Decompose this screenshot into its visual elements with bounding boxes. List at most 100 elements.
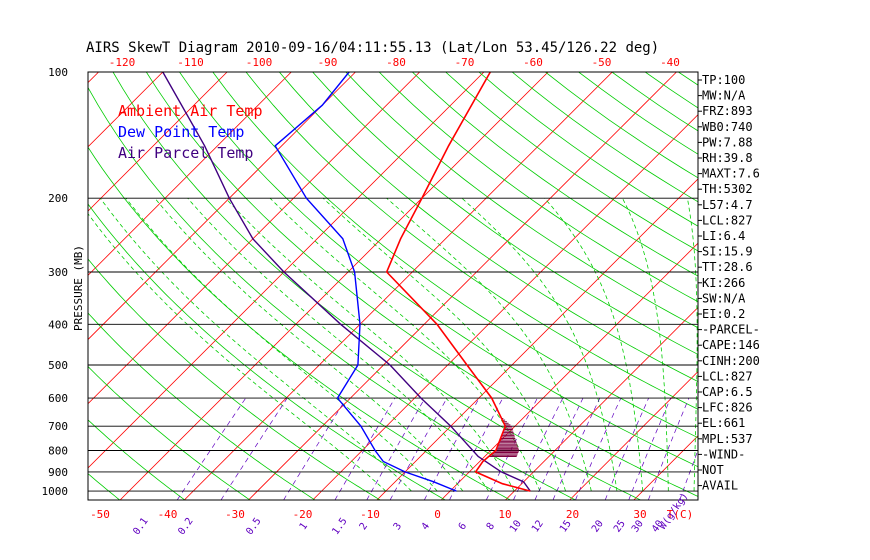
bottom-temp-tick-label: -30 <box>225 508 245 521</box>
x-axis-label: T(C) <box>667 508 694 521</box>
index-label: TP:100 <box>702 73 745 87</box>
top-temp-tick-label: -100 <box>246 56 273 69</box>
moist-adiabat-line <box>687 198 698 492</box>
index-label: L57:4.7 <box>702 198 753 212</box>
profile-lines <box>162 72 531 492</box>
mixing-ratio-label: 2 <box>358 521 370 532</box>
mixing-ratio-label: 0.1 <box>131 516 150 537</box>
pressure-tick-label: 900 <box>48 466 68 479</box>
index-label: -WIND- <box>702 447 745 461</box>
bottom-temp-tick-label: -10 <box>360 508 380 521</box>
index-label: TT:28.6 <box>702 260 753 274</box>
index-label: -PARCEL- <box>702 323 760 337</box>
isotherm-line <box>119 72 549 500</box>
isotherm-line <box>826 72 870 500</box>
isotherm-line <box>505 306 698 500</box>
index-label: LCL:827 <box>702 369 753 383</box>
mixing-ratio-line <box>552 397 601 500</box>
bottom-temp-tick-label: 30 <box>633 508 646 521</box>
mixing-ratio-label: 0.5 <box>244 516 263 537</box>
moist-adiabat-line <box>622 198 669 492</box>
pressure-tick-label: 1000 <box>42 485 69 498</box>
chart-title: AIRS SkewT Diagram 2010-09-16/04:11:55.1… <box>86 40 659 56</box>
mixing-ratio-line <box>334 397 396 500</box>
dry-adiabat-line <box>212 72 698 439</box>
dry-adiabat-line <box>445 72 698 252</box>
index-label: SI:15.9 <box>702 245 753 259</box>
bottom-temp-tick-label: 0 <box>434 508 441 521</box>
dry-adiabat-line <box>88 146 511 500</box>
pressure-tick-label: 300 <box>48 266 68 279</box>
isotherm-line <box>440 242 698 500</box>
isotherm-line <box>184 72 613 500</box>
isotherm-line <box>569 371 698 500</box>
mixing-ratio-line <box>283 397 347 500</box>
index-label: SW:N/A <box>702 291 746 305</box>
mixing-ratio-label: 4 <box>420 521 432 532</box>
mixing-ratio-line <box>647 397 690 500</box>
parcel-temp-line <box>162 72 531 492</box>
index-label: MPL:537 <box>702 432 753 446</box>
moist-adiabat-line <box>322 197 566 492</box>
dewpoint-temp-line <box>274 72 457 492</box>
isotherm-line <box>88 72 228 212</box>
index-label: NOT <box>702 463 724 477</box>
dry-adiabat-line <box>644 72 698 109</box>
index-label: AVAIL <box>702 479 738 493</box>
mixing-ratio-line <box>679 449 698 500</box>
bottom-temp-tick-label: -50 <box>90 508 110 521</box>
mixing-ratio-label: 8 <box>485 521 497 532</box>
top-temp-tick-label: -90 <box>318 56 338 69</box>
top-temp-tick-label: -110 <box>177 56 204 69</box>
index-label: FRZ:893 <box>702 104 753 118</box>
mixing-ratio-line <box>485 397 538 500</box>
index-label: LCL:827 <box>702 213 753 227</box>
mixing-ratio-label: 6 <box>457 521 469 532</box>
bottom-temp-tick-label: 10 <box>498 508 511 521</box>
dry-adiabat-line <box>88 86 576 500</box>
dry-adiabat-line <box>112 72 641 500</box>
pressure-tick-label: 100 <box>48 66 68 79</box>
dry-adiabat-line <box>88 203 446 500</box>
moist-adiabat-line <box>154 197 464 492</box>
moist-adiabat-line <box>125 197 438 492</box>
ambient-temp-line <box>385 72 531 492</box>
dry-adiabat-line <box>412 72 698 277</box>
dry-adiabat-line <box>88 365 251 500</box>
bottom-temp-tick-label: -20 <box>293 508 313 521</box>
isotherm-line <box>88 72 485 469</box>
mixing-ratio-line <box>366 397 426 500</box>
mixing-ratio-label: 1 <box>298 521 310 532</box>
pressure-tick-label: 600 <box>48 392 68 405</box>
mixing-ratio-line <box>604 397 649 500</box>
isotherm-line <box>376 178 698 500</box>
legend-entry: Dew Point Temp <box>118 123 244 141</box>
top-temp-tick-label: -80 <box>386 56 406 69</box>
mixing-ratio-line <box>534 397 584 500</box>
isotherm-line <box>88 72 164 148</box>
mixing-ratio-label: 25 <box>612 518 628 534</box>
dry-adiabat-line <box>88 312 316 500</box>
index-label: CAPE:146 <box>702 338 760 352</box>
isotherm-line <box>88 72 356 341</box>
dry-adiabat-line <box>378 72 698 303</box>
legend-entry: Ambient Air Temp <box>118 102 263 120</box>
index-label: TH:5302 <box>702 182 753 196</box>
pressure-tick-label: 800 <box>48 445 68 458</box>
mixing-ratio-line <box>628 397 671 500</box>
isotherm-line <box>0 72 34 500</box>
mixing-ratio-label: 3 <box>392 521 404 532</box>
dry-adiabat-line <box>145 72 698 497</box>
index-label: WB0:740 <box>702 120 753 134</box>
index-label: MW:N/A <box>702 89 746 103</box>
index-label: EI:0.2 <box>702 307 745 321</box>
dry-adiabat-line <box>88 419 186 500</box>
pressure-tick-label: 500 <box>48 359 68 372</box>
legend: Ambient Air Temp Dew Point Temp Air Parcel… <box>118 102 263 162</box>
plot-frame <box>87 71 699 501</box>
mixing-ratio-line <box>449 397 504 500</box>
mixing-ratio-label: 0.2 <box>176 516 195 537</box>
mixing-ratio-line <box>575 397 622 500</box>
mixing-ratio-line <box>220 397 288 500</box>
